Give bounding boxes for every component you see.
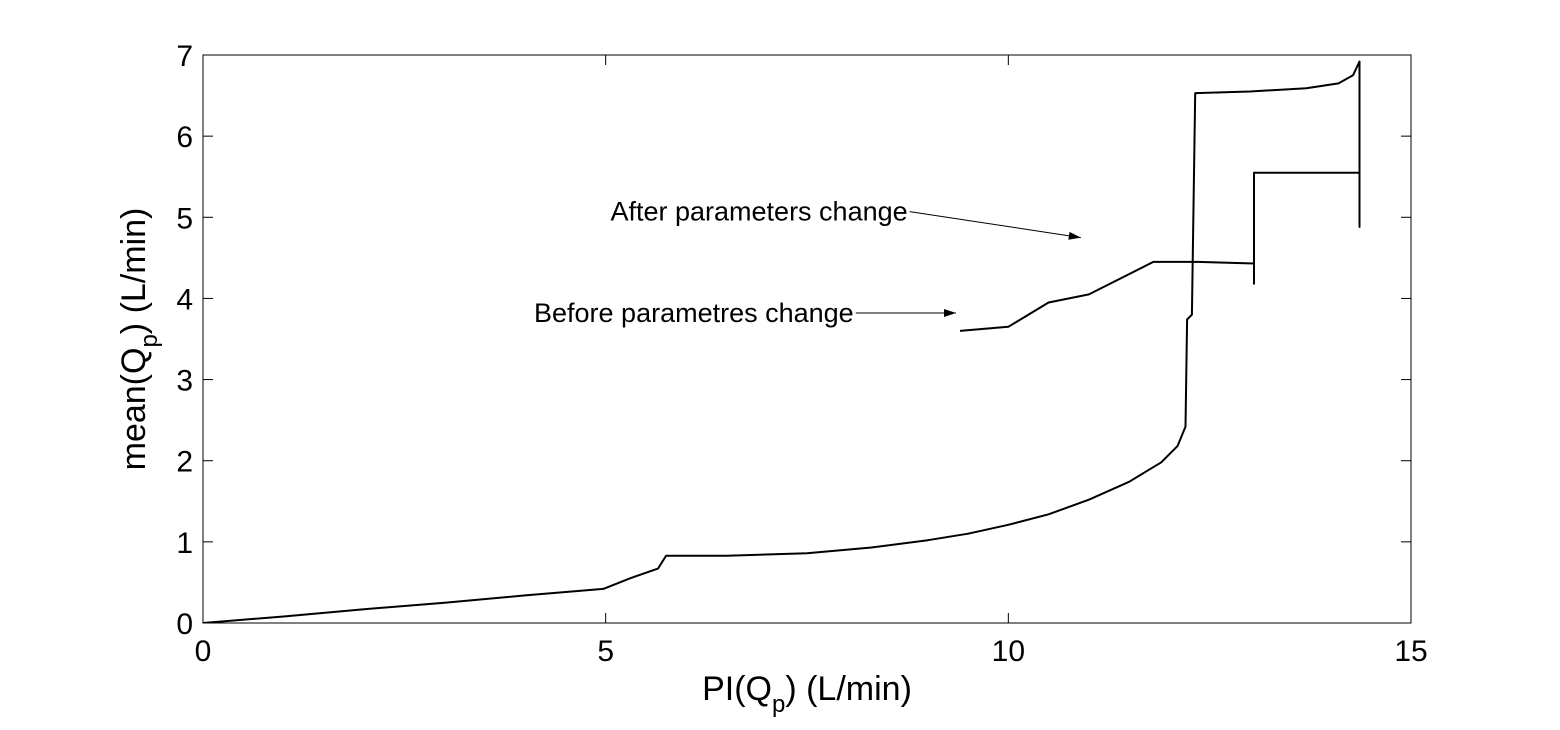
series-line (203, 60, 1361, 623)
axis-ticks (202, 54, 1412, 624)
plot-area (202, 54, 1412, 624)
y-tick-label: 1 (176, 527, 193, 560)
y-axis-label-tail: ) (L/min) (115, 208, 153, 335)
x-axis-label: PI(Qp) (L/min) (702, 670, 912, 718)
y-axis-label: mean(Qp) (L/min) (115, 208, 163, 471)
x-axis-label-main: PI(Q (702, 670, 772, 708)
annotation-arrow-line (909, 211, 1081, 239)
y-axis-label-sub: p (136, 334, 163, 347)
x-axis-label-sub: p (772, 691, 785, 718)
x-axis-label-tail: ) (L/min) (785, 670, 912, 708)
y-tick-label: 6 (176, 121, 193, 154)
y-tick-label: 3 (176, 365, 193, 398)
y-tick-label: 2 (176, 446, 193, 479)
y-tick-label: 0 (176, 608, 193, 641)
y-tick-label: 5 (176, 202, 193, 235)
x-tick-label: 0 (195, 635, 212, 668)
y-tick-label: 4 (176, 283, 193, 316)
x-tick-label: 15 (1394, 635, 1427, 668)
annotation-text: Before parametres change (534, 298, 854, 328)
y-axis-label-main: mean(Q (115, 348, 153, 471)
tick-labels: 0 5 10 15 0 1 2 3 4 5 6 7 (176, 40, 1427, 668)
annotation-text: After parameters change (610, 197, 907, 227)
x-tick-label: 10 (992, 635, 1025, 668)
annotation-arrowhead (943, 309, 956, 318)
annotation-arrowhead (1068, 231, 1081, 240)
y-tick-label: 7 (176, 40, 193, 73)
data-layer (203, 60, 1361, 623)
x-tick-label: 5 (597, 635, 614, 668)
annotations: After parameters change Before parametres… (534, 197, 1081, 328)
